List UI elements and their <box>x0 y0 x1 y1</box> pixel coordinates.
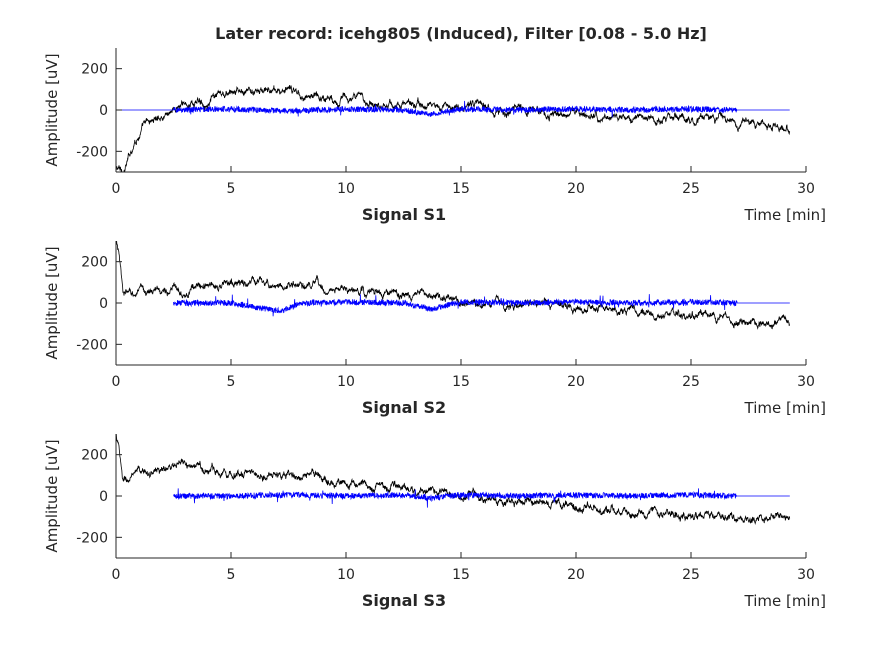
y-tick-label: 0 <box>99 489 108 505</box>
y-tick-label: 0 <box>99 296 108 312</box>
subplot-title: Signal S1 <box>362 205 446 224</box>
x-tick-label: 5 <box>227 181 236 197</box>
x-tick-label: 25 <box>682 374 700 390</box>
x-tick-label: 10 <box>337 181 355 197</box>
series-line-2-1 <box>116 241 790 330</box>
x-tick-label: 20 <box>567 374 585 390</box>
series-line-1-2 <box>116 100 790 118</box>
y-axis-label: Amplitude [uV] <box>43 53 61 166</box>
x-tick-label: 5 <box>227 374 236 390</box>
x-tick-label: 30 <box>797 567 815 583</box>
x-axis-label: Time [min] <box>744 399 826 417</box>
x-tick-label: 10 <box>337 374 355 390</box>
x-tick-label: 25 <box>682 181 700 197</box>
x-tick-label: 15 <box>452 374 470 390</box>
subplot-1: 0 5 10 15 20 25 30 200 0 -200 Amplitude [uV] Time [… <box>43 48 826 224</box>
x-tick-label: 20 <box>567 181 585 197</box>
y-tick-label: -200 <box>76 144 108 160</box>
subplot-2: 0 5 10 15 20 25 30 200 0 -200 Amplitude [uV] Time [… <box>43 241 826 417</box>
x-tick-label: 30 <box>797 374 815 390</box>
x-tick-label: 0 <box>112 567 121 583</box>
x-tick-label: 20 <box>567 567 585 583</box>
subplot-title: Signal S3 <box>362 591 446 610</box>
y-tick-label: 200 <box>81 255 108 271</box>
y-tick-label: 0 <box>99 103 108 119</box>
x-tick-label: 0 <box>112 181 121 197</box>
x-axis-label: Time [min] <box>744 206 826 224</box>
series-line-3-2 <box>173 488 790 508</box>
x-tick-label: 10 <box>337 567 355 583</box>
y-tick-label: -200 <box>76 337 108 353</box>
figure-title: Later record: icehg805 (Induced), Filter… <box>215 24 707 43</box>
series-line-2-2 <box>173 294 790 317</box>
subplot-3: 0 5 10 15 20 25 30 200 0 -200 Amplitude [uV] Time [… <box>43 434 826 610</box>
y-tick-label: 200 <box>81 448 108 464</box>
y-tick-label: -200 <box>76 530 108 546</box>
x-tick-label: 15 <box>452 181 470 197</box>
subplot-title: Signal S2 <box>362 398 446 417</box>
x-tick-label: 5 <box>227 567 236 583</box>
x-tick-label: 25 <box>682 567 700 583</box>
x-axis-label: Time [min] <box>744 592 826 610</box>
series-line-1-1 <box>116 85 791 172</box>
x-tick-label: 15 <box>452 567 470 583</box>
x-tick-label: 30 <box>797 181 815 197</box>
y-axis-label: Amplitude [uV] <box>43 246 61 359</box>
y-tick-label: 200 <box>81 62 108 78</box>
y-axis-label: Amplitude [uV] <box>43 439 61 552</box>
x-tick-label: 0 <box>112 374 121 390</box>
series-line-3-1 <box>116 434 791 525</box>
